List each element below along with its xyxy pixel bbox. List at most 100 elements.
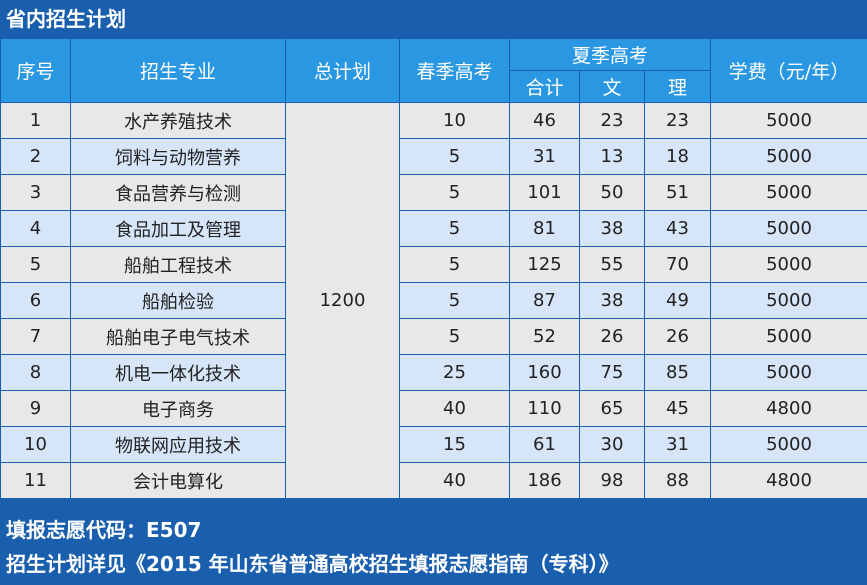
cell-seq: 9 xyxy=(0,390,71,427)
guide-reference: 招生计划详见《2015 年山东省普通高校招生填报志愿指南（专科）》 xyxy=(6,552,619,576)
cell-summer-total: 31 xyxy=(509,138,580,175)
cell-tuition: 4800 xyxy=(710,390,867,427)
cell-summer-science: 23 xyxy=(644,102,711,139)
cell-summer-total: 186 xyxy=(509,462,580,499)
table-row: 1 水产养殖技术 1200 10 46 23 23 5000 xyxy=(0,102,867,499)
cell-summer-science: 85 xyxy=(644,354,711,391)
cell-spring: 25 xyxy=(399,354,510,391)
cell-tuition: 5000 xyxy=(710,318,867,355)
cell-summer-total: 110 xyxy=(509,390,580,427)
cell-seq: 8 xyxy=(0,354,71,391)
cell-summer-arts: 38 xyxy=(579,282,645,319)
cell-summer-science: 18 xyxy=(644,138,711,175)
cell-tuition: 5000 xyxy=(710,102,867,139)
cell-summer-science: 70 xyxy=(644,246,711,283)
table-row: 3 食品营养与检测 5 101 50 51 5000 xyxy=(0,174,867,211)
cell-major: 船舶检验 xyxy=(70,282,286,319)
header-spring-exam: 春季高考 xyxy=(399,38,510,103)
cell-summer-science: 51 xyxy=(644,174,711,211)
cell-spring: 40 xyxy=(399,462,510,499)
cell-spring: 5 xyxy=(399,210,510,247)
cell-spring: 5 xyxy=(399,318,510,355)
table-row: 2 饲料与动物营养 5 31 13 18 5000 xyxy=(0,138,867,175)
cell-summer-total: 160 xyxy=(509,354,580,391)
cell-spring: 5 xyxy=(399,138,510,175)
cell-summer-arts: 98 xyxy=(579,462,645,499)
cell-summer-arts: 65 xyxy=(579,390,645,427)
cell-seq: 11 xyxy=(0,462,71,499)
table-row: 4 食品加工及管理 5 81 38 43 5000 xyxy=(0,210,867,247)
cell-summer-science: 31 xyxy=(644,426,711,463)
cell-summer-science: 49 xyxy=(644,282,711,319)
cell-major: 食品加工及管理 xyxy=(70,210,286,247)
table-row: 7 船舶电子电气技术 5 52 26 26 5000 xyxy=(0,318,867,355)
cell-tuition: 4800 xyxy=(710,462,867,499)
cell-tuition: 5000 xyxy=(710,174,867,211)
cell-summer-total: 87 xyxy=(509,282,580,319)
cell-summer-arts: 75 xyxy=(579,354,645,391)
cell-summer-total: 125 xyxy=(509,246,580,283)
cell-seq: 10 xyxy=(0,426,71,463)
header-total-plan: 总计划 xyxy=(285,38,400,103)
cell-summer-total: 52 xyxy=(509,318,580,355)
cell-summer-science: 26 xyxy=(644,318,711,355)
cell-major: 船舶工程技术 xyxy=(70,246,286,283)
header-summer-exam: 夏季高考 xyxy=(509,38,711,71)
cell-seq: 5 xyxy=(0,246,71,283)
cell-summer-arts: 55 xyxy=(579,246,645,283)
cell-summer-science: 45 xyxy=(644,390,711,427)
table-row: 9 电子商务 40 110 65 45 4800 xyxy=(0,390,867,427)
table-row: 11 会计电算化 40 186 98 88 4800 xyxy=(0,462,867,499)
cell-summer-total: 101 xyxy=(509,174,580,211)
cell-major: 电子商务 xyxy=(70,390,286,427)
page-title: 省内招生计划 xyxy=(6,7,126,31)
header-tuition: 学费（元/年） xyxy=(710,38,867,103)
cell-summer-arts: 50 xyxy=(579,174,645,211)
cell-seq: 7 xyxy=(0,318,71,355)
cell-tuition: 5000 xyxy=(710,282,867,319)
cell-seq: 6 xyxy=(0,282,71,319)
cell-summer-total: 46 xyxy=(509,102,580,139)
cell-tuition: 5000 xyxy=(710,210,867,247)
cell-tuition: 5000 xyxy=(710,426,867,463)
table-row: 6 船舶检验 5 87 38 49 5000 xyxy=(0,282,867,319)
cell-spring: 5 xyxy=(399,282,510,319)
table-row: 10 物联网应用技术 15 61 30 31 5000 xyxy=(0,426,867,463)
cell-seq: 2 xyxy=(0,138,71,175)
cell-major: 食品营养与检测 xyxy=(70,174,286,211)
header-major: 招生专业 xyxy=(70,38,286,103)
table-row: 8 机电一体化技术 25 160 75 85 5000 xyxy=(0,354,867,391)
cell-spring: 5 xyxy=(399,246,510,283)
cell-summer-arts: 13 xyxy=(579,138,645,175)
cell-summer-total: 61 xyxy=(509,426,580,463)
cell-summer-science: 43 xyxy=(644,210,711,247)
cell-major: 船舶电子电气技术 xyxy=(70,318,286,355)
header-summer-total: 合计 xyxy=(509,70,580,103)
cell-spring: 5 xyxy=(399,174,510,211)
cell-summer-arts: 23 xyxy=(579,102,645,139)
cell-major: 会计电算化 xyxy=(70,462,286,499)
cell-summer-arts: 38 xyxy=(579,210,645,247)
cell-seq: 3 xyxy=(0,174,71,211)
header-summer-arts: 文 xyxy=(579,70,645,103)
application-code: 填报志愿代码：E507 xyxy=(6,518,202,542)
enrollment-plan-table: 序号 招生专业 总计划 春季高考 夏季高考 学费（元/年） 合计 文 理 1 水产… xyxy=(0,38,867,499)
cell-summer-arts: 26 xyxy=(579,318,645,355)
cell-spring: 10 xyxy=(399,102,510,139)
cell-seq: 1 xyxy=(0,102,71,139)
cell-major: 水产养殖技术 xyxy=(70,102,286,139)
cell-major: 机电一体化技术 xyxy=(70,354,286,391)
cell-major: 饲料与动物营养 xyxy=(70,138,286,175)
header-seq: 序号 xyxy=(0,38,71,103)
cell-summer-arts: 30 xyxy=(579,426,645,463)
cell-spring: 15 xyxy=(399,426,510,463)
cell-tuition: 5000 xyxy=(710,246,867,283)
cell-major: 物联网应用技术 xyxy=(70,426,286,463)
cell-tuition: 5000 xyxy=(710,354,867,391)
cell-summer-total: 81 xyxy=(509,210,580,247)
header-summer-science: 理 xyxy=(644,70,711,103)
cell-seq: 4 xyxy=(0,210,71,247)
cell-summer-science: 88 xyxy=(644,462,711,499)
cell-total-plan: 1200 xyxy=(285,102,400,499)
cell-spring: 40 xyxy=(399,390,510,427)
